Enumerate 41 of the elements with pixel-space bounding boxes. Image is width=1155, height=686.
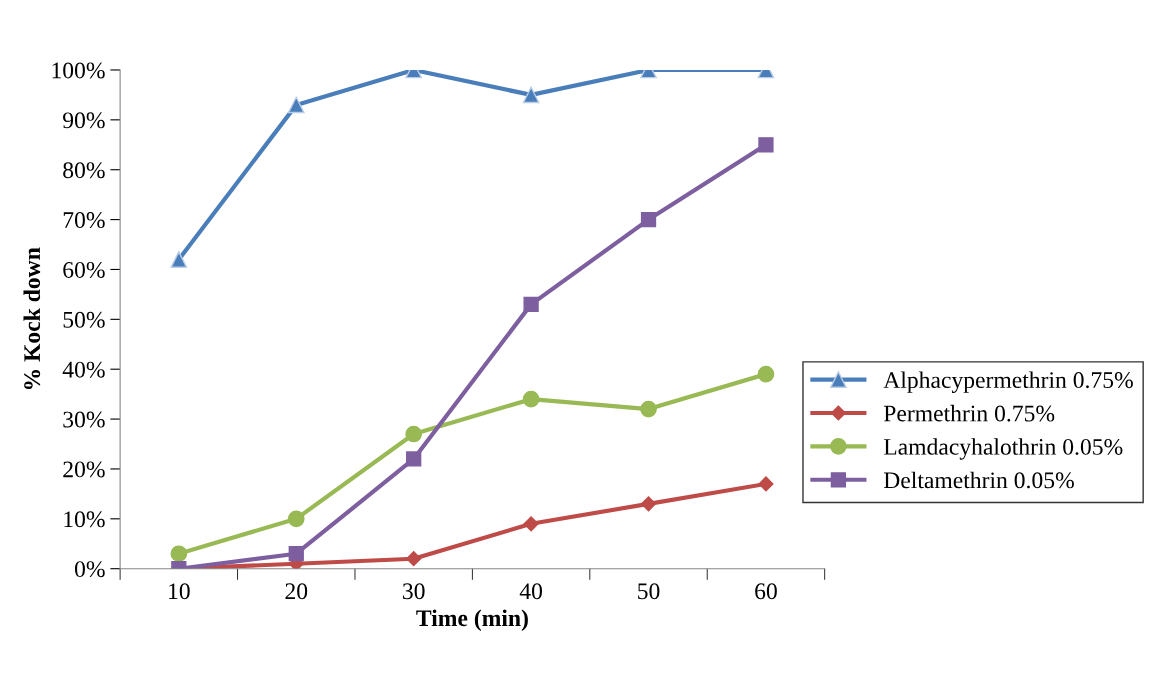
point — [170, 545, 188, 563]
y-tick-label: 70% — [63, 212, 105, 229]
point — [522, 86, 540, 104]
point — [405, 425, 423, 443]
point — [170, 251, 188, 268]
legend-label: Alphacypermethrin 0.75% — [883, 371, 1133, 393]
point — [758, 476, 774, 492]
legend-label: Deltamethrin 0.05% — [883, 471, 1074, 489]
y-axis-title: % Kock down — [23, 247, 41, 390]
y-tick-label: 30% — [63, 411, 105, 428]
legend-label: Lamdacyhalothrin 0.05% — [883, 438, 1123, 460]
x-tick-label: 50 — [638, 583, 660, 600]
x-tick-label: 60 — [755, 583, 777, 600]
point — [640, 496, 657, 512]
point — [406, 551, 422, 567]
point — [288, 546, 304, 562]
y-tick-label: 90% — [63, 112, 105, 129]
point — [287, 510, 305, 528]
x-tick-label: 10 — [169, 583, 190, 600]
point — [640, 211, 657, 228]
x-tick-label: 30 — [403, 583, 425, 600]
y-tick-label: 100% — [52, 62, 105, 79]
y-tick-label: 0% — [74, 561, 105, 578]
x-tick-label: 40 — [519, 583, 543, 600]
point — [757, 365, 775, 383]
point — [640, 400, 657, 418]
y-tick-label: 50% — [63, 311, 105, 328]
point — [758, 137, 774, 153]
x-axis-title: Time (min) — [416, 609, 528, 631]
point — [523, 296, 539, 313]
y-tick-label: 20% — [63, 461, 105, 478]
legend-label: Permethrin 0.75% — [883, 404, 1055, 422]
point — [523, 516, 539, 532]
y-tick-label: 80% — [63, 162, 105, 179]
point — [406, 451, 422, 467]
point — [287, 96, 305, 114]
point — [522, 390, 540, 408]
y-tick-label: 60% — [63, 261, 105, 278]
y-tick-label: 10% — [64, 511, 105, 528]
y-tick-label: 40% — [62, 361, 105, 378]
x-tick-label: 20 — [285, 583, 308, 600]
